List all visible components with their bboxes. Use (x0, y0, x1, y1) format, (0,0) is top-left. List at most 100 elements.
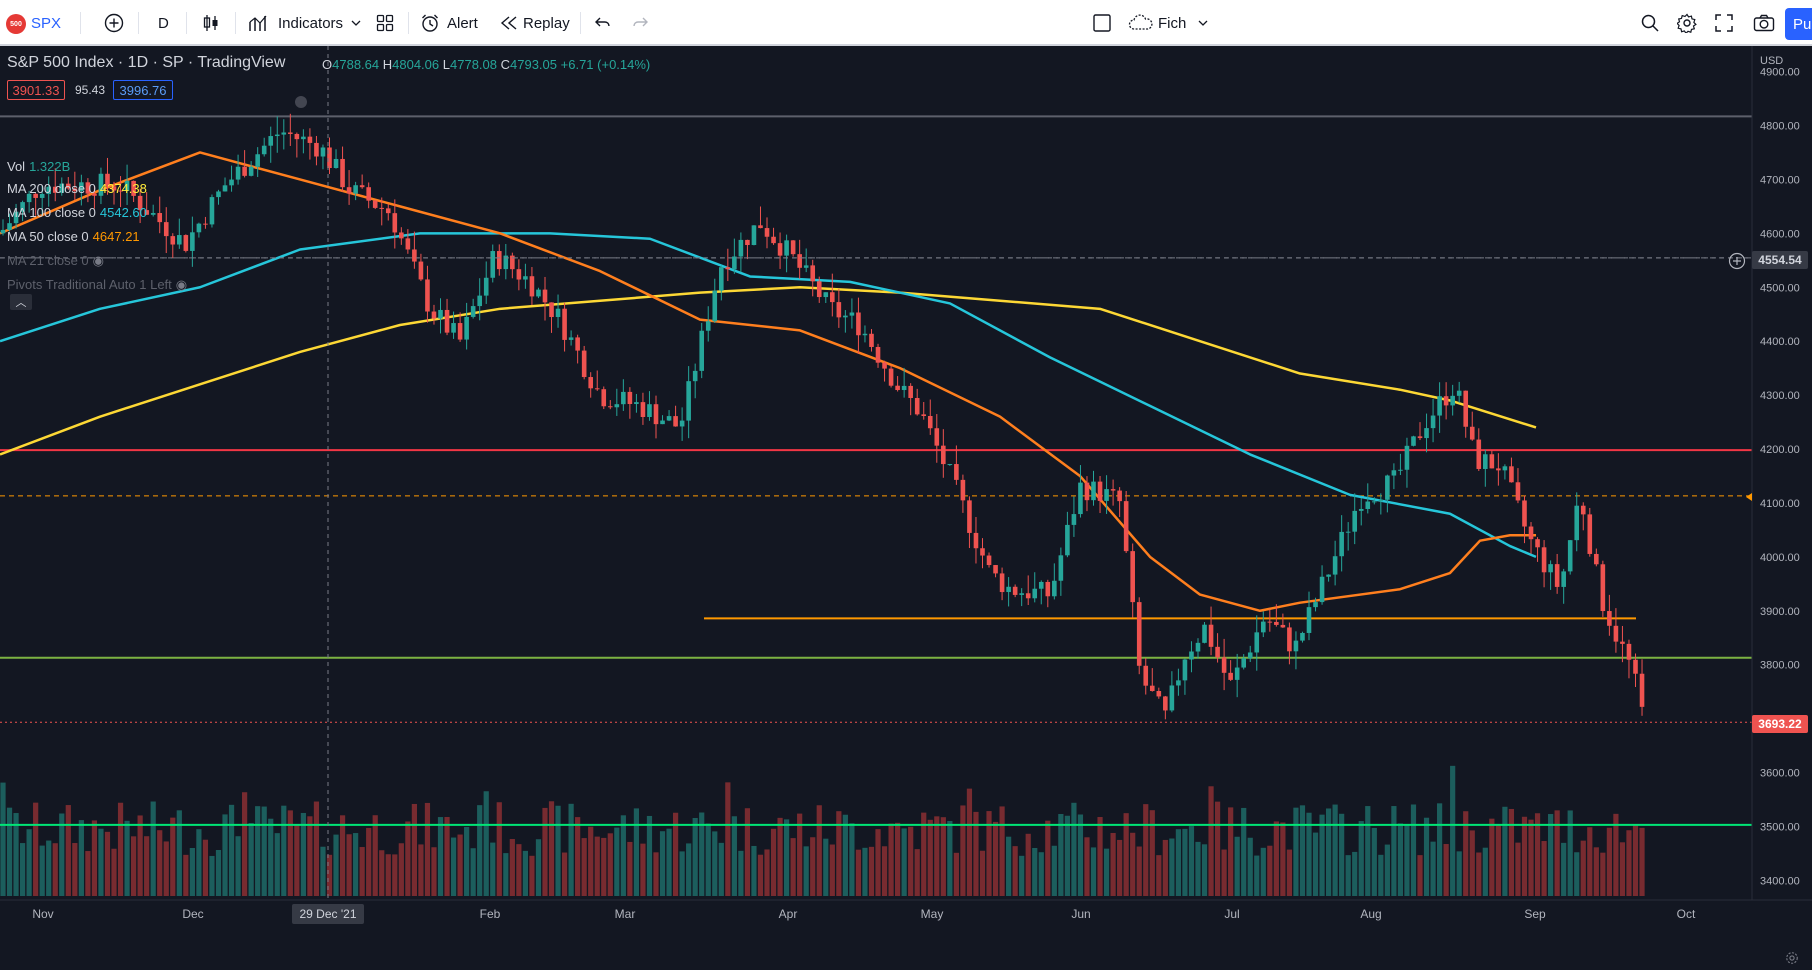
candle-body (1476, 439, 1482, 469)
indicator-legend-row[interactable]: MA 50 close 0 4647.21 (7, 229, 144, 244)
candle-body (999, 573, 1005, 593)
hidden-eye-icon[interactable]: ◉ (92, 253, 104, 268)
volume-bar (575, 817, 581, 896)
volume-bar (137, 815, 143, 896)
candle-body (490, 251, 496, 278)
alert-button[interactable]: Alert (420, 0, 478, 46)
candle-body (692, 370, 698, 382)
candle-body (1489, 454, 1495, 469)
layout-menu-button[interactable]: Fich (1128, 0, 1208, 46)
volume-bar (1319, 814, 1325, 896)
indicator-legend-row[interactable]: MA 100 close 0 4542.60 (7, 205, 151, 220)
volume-bar (39, 845, 45, 896)
candle-body (1430, 415, 1436, 429)
candle-body (1358, 508, 1364, 511)
volume-bar (764, 849, 770, 896)
volume-bar (784, 819, 790, 896)
volume-bar (1201, 844, 1208, 896)
volume-bar (287, 810, 293, 896)
candle-body (1385, 475, 1390, 500)
settings-button[interactable] (1677, 0, 1697, 46)
redo-button[interactable] (631, 0, 649, 46)
search-button[interactable] (1640, 0, 1660, 46)
indicator-legend-row[interactable]: Pivots Traditional Auto 1 Left ◉ (7, 277, 191, 293)
candle-body (882, 362, 887, 369)
volume-bar (411, 803, 417, 896)
symbol-search-button[interactable]: SPX (31, 0, 61, 46)
indicators-button[interactable]: Indicators (248, 0, 343, 46)
volume-bar (46, 840, 52, 896)
volume-bar (320, 846, 326, 896)
undo-icon (595, 17, 610, 27)
volume-bar (1417, 855, 1423, 896)
chart-type-button[interactable] (201, 0, 221, 46)
candle-body (1065, 524, 1070, 556)
volume-bar (1325, 808, 1332, 896)
indicator-name: Pivots Traditional Auto 1 Left (7, 277, 172, 292)
candle-body (392, 213, 398, 233)
price-tick-label: 3800.00 (1760, 660, 1800, 672)
candle-body (640, 402, 646, 418)
volume-bar (1312, 832, 1319, 896)
volume-bar (633, 808, 640, 896)
fullscreen-button[interactable] (1715, 0, 1733, 46)
candle-body (288, 132, 293, 134)
volume-bar (868, 846, 875, 896)
collapse-legend-button[interactable]: ︿ (10, 294, 32, 310)
close-value: 4793.05 (510, 57, 558, 72)
indicator-legend-row[interactable]: Vol 1.322B (7, 159, 74, 174)
candle-body (412, 249, 417, 262)
time-axis[interactable]: Nov Dec Feb Mar Apr May Jun Jul Aug Sep Oct 29 Dec … (0, 899, 1812, 927)
volume-bar (1528, 819, 1534, 896)
sell-price-button[interactable]: 3901.33 (7, 80, 65, 100)
hidden-eye-icon[interactable]: ◉ (175, 277, 188, 292)
interval-label: D (158, 14, 169, 32)
compare-symbol-button[interactable] (104, 0, 124, 46)
volume-bar (398, 843, 404, 896)
volume-bar (1606, 827, 1612, 896)
templates-button[interactable] (376, 0, 394, 46)
volume-bar (470, 848, 476, 896)
add-alert-button[interactable] (1728, 252, 1746, 275)
chart-area[interactable]: USD 4900.00 4800.00 4700.00 4600.00 4500.00 44… (0, 46, 1812, 964)
volume-bar (790, 838, 796, 896)
indicator-legend-row[interactable]: MA 200 close 0 4374.38 (7, 181, 151, 196)
candle-body (255, 154, 260, 167)
snapshot-button[interactable] (1753, 0, 1775, 46)
fullscreen-select-button[interactable] (1092, 0, 1112, 46)
volume-bar (992, 821, 999, 896)
candle-body (666, 416, 672, 421)
indicators-dropdown-button[interactable] (351, 0, 361, 46)
candle-body (614, 404, 620, 408)
volume-bar (6, 807, 13, 896)
volume-bar (1639, 827, 1645, 896)
buy-price-button[interactable]: 3996.76 (113, 80, 173, 100)
candle-body (947, 464, 953, 466)
replay-button[interactable]: Replay (500, 0, 570, 46)
alert-marker-icon (1746, 493, 1752, 501)
volume-bar (65, 805, 71, 896)
chart-settings-button[interactable] (1785, 951, 1799, 970)
volume-bar (914, 849, 920, 896)
volume-bar (150, 801, 156, 896)
indicator-legend-row[interactable]: MA 21 close 0 ◉ (7, 253, 108, 269)
title-menu-dot-icon[interactable] (295, 96, 307, 108)
volume-bar (692, 818, 698, 896)
volume-bar (712, 831, 718, 896)
chart-title[interactable]: S&P 500 Index · 1D · SP · TradingView (7, 54, 286, 71)
price-tick-label: 3400.00 (1760, 875, 1800, 887)
candle-body (66, 183, 71, 189)
candle-body (1522, 500, 1527, 527)
candle-body (137, 195, 143, 211)
candle-body (562, 308, 567, 340)
symbol-logo-icon[interactable]: 500 (6, 14, 26, 34)
interval-button[interactable]: D (158, 0, 169, 46)
candle-body (1293, 640, 1299, 652)
undo-button[interactable] (594, 0, 612, 46)
candle-body (660, 420, 665, 425)
candle-body (1502, 466, 1508, 471)
candle-body (1411, 436, 1416, 446)
publish-button[interactable]: Pu (1785, 8, 1812, 40)
